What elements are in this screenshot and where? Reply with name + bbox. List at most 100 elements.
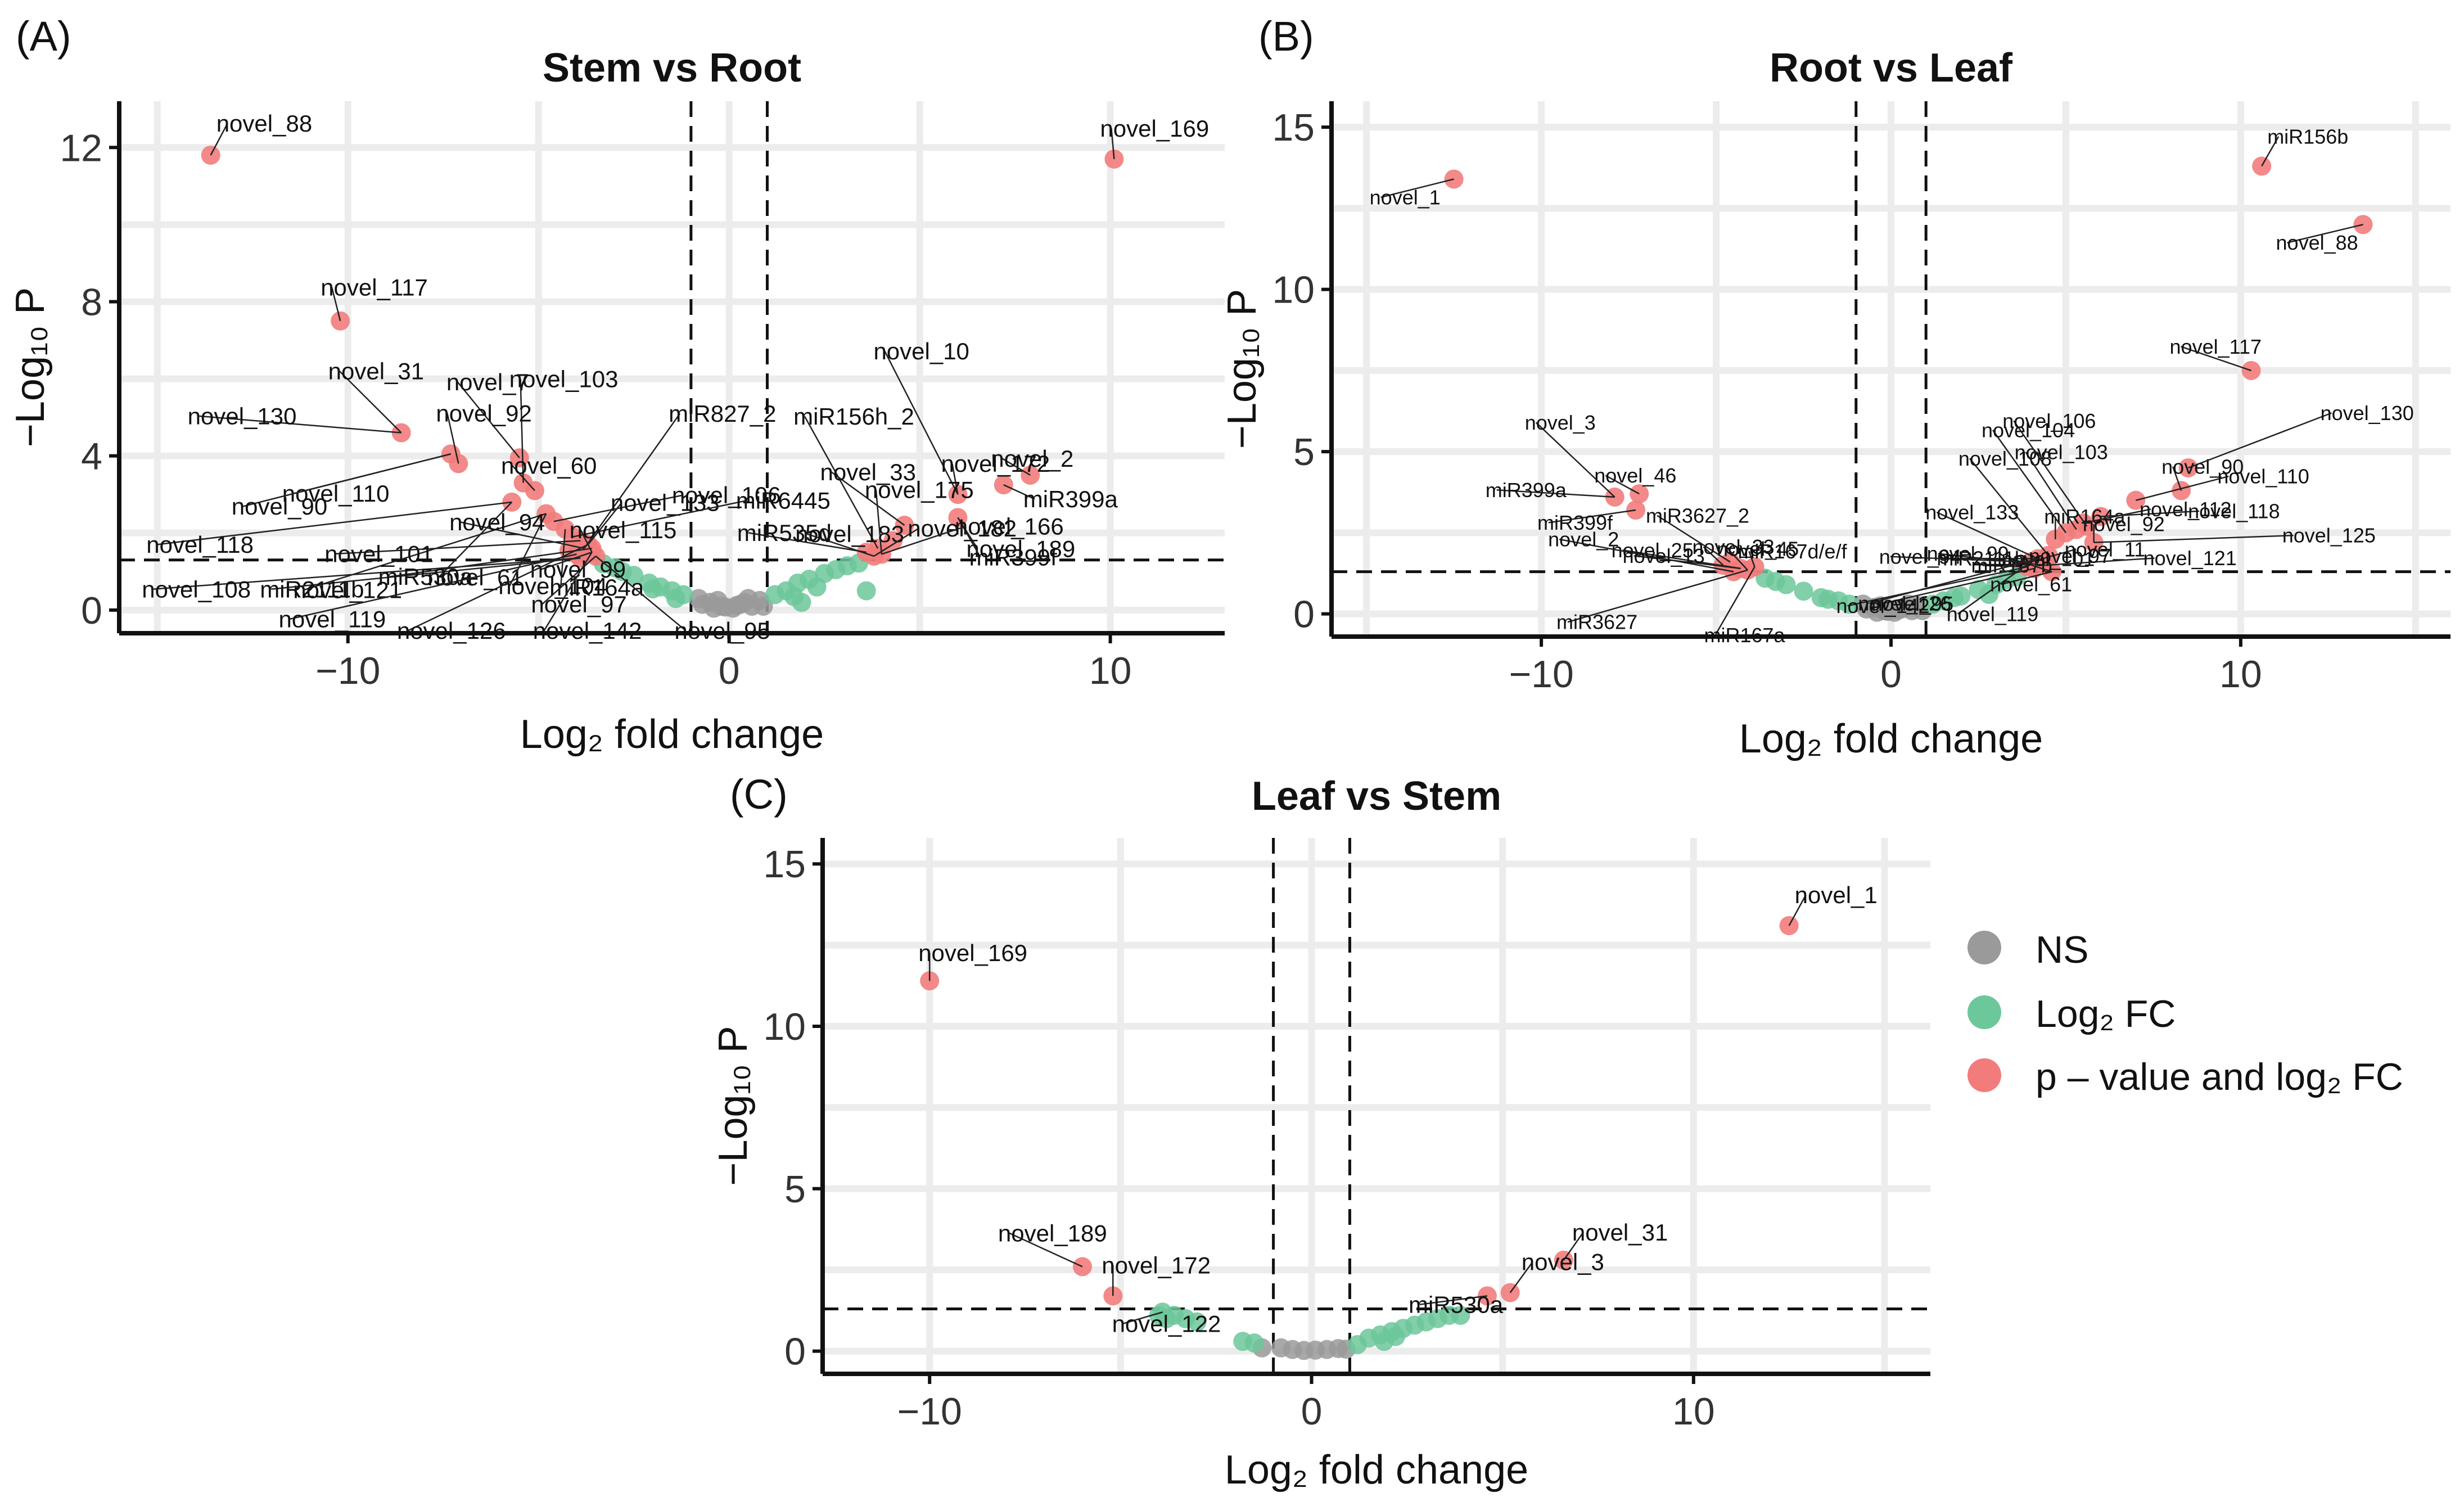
gene-label: novel_90 bbox=[232, 493, 327, 520]
y-tick-label: 10 bbox=[1272, 269, 1315, 312]
gene-label: novel_125 bbox=[2282, 524, 2376, 547]
gene-label: novel_33 bbox=[820, 459, 916, 485]
gene-label: novel_92 bbox=[436, 400, 531, 426]
label-connector bbox=[2287, 224, 2363, 244]
gene-label: novel_13 bbox=[1623, 544, 1705, 567]
label-connector bbox=[304, 513, 547, 590]
gene-label: novel_101 bbox=[324, 540, 434, 567]
x-axis-label: Log₂ fold change bbox=[520, 712, 824, 757]
fc-point bbox=[1794, 581, 1813, 601]
panel-a-letter: (A) bbox=[16, 13, 71, 60]
label-connector bbox=[331, 287, 341, 322]
label-connector bbox=[2013, 420, 2088, 527]
y-tick-label: 5 bbox=[1293, 431, 1315, 474]
label-connector bbox=[881, 525, 967, 555]
gene-label: novel_2 bbox=[991, 445, 1073, 472]
label-connector bbox=[1605, 475, 1640, 495]
gene-label: novel_1 bbox=[1795, 882, 1878, 908]
panel-3: −10 0 10 0 5 10 15 Leaf vs Stem Log₂ fold change… bbox=[711, 774, 1930, 1493]
label-connector bbox=[1535, 422, 1615, 498]
chart-title: Stem vs Root bbox=[543, 46, 801, 91]
label-connector bbox=[587, 502, 622, 545]
gene-label: novel_115 bbox=[570, 517, 677, 543]
gene-label: novel_3 bbox=[1525, 411, 1596, 434]
gene-label: miR530a bbox=[1409, 1291, 1504, 1318]
label-connector bbox=[1982, 565, 2028, 568]
x-axis-label: Log₂ fold change bbox=[1739, 716, 2043, 761]
gene-label: novel_130 bbox=[188, 403, 297, 430]
y-tick-label: 15 bbox=[763, 843, 806, 886]
gene-label: novel_2 bbox=[1548, 528, 1619, 551]
label-connector bbox=[2025, 452, 2077, 530]
label-connector bbox=[1509, 1261, 1533, 1293]
gene-label: miR6445 bbox=[736, 488, 831, 514]
gene-label: novel_121 bbox=[2143, 547, 2237, 570]
gene-label: novel_99 bbox=[1927, 542, 2009, 565]
label-connector bbox=[1633, 554, 1741, 570]
label-connector bbox=[951, 463, 959, 495]
fc-point bbox=[1944, 588, 1964, 607]
gene-label: novel_118 bbox=[2188, 500, 2280, 523]
label-connector bbox=[541, 555, 597, 605]
label-connector bbox=[509, 513, 547, 587]
gene-label: miR827_2 bbox=[669, 400, 776, 427]
gene-label: miR2111b bbox=[260, 576, 364, 602]
label-connector bbox=[460, 521, 585, 549]
ns-point bbox=[693, 594, 712, 614]
legend-log2fc-swatch bbox=[1967, 995, 2001, 1029]
gene-label: miR167d/e/f bbox=[1738, 540, 1847, 563]
gene-label: novel_106 bbox=[2002, 409, 2096, 432]
panel-1: −10 0 10 0 4 8 12 Stem vs Root Log₂ fold change −… bbox=[8, 46, 1225, 757]
label-connector bbox=[1948, 557, 2038, 560]
fc-point bbox=[1149, 1306, 1168, 1325]
label-connector bbox=[1869, 558, 2038, 605]
label-connector bbox=[1657, 515, 1731, 563]
label-connector bbox=[1123, 1311, 1163, 1324]
gene-label: novel_104 bbox=[1982, 418, 2075, 441]
label-connector bbox=[2136, 475, 2229, 501]
fc-point bbox=[1187, 1312, 1207, 1332]
label-connector bbox=[1548, 509, 1636, 524]
label-connector bbox=[457, 381, 520, 458]
plot-background bbox=[119, 101, 1225, 633]
label-connector bbox=[198, 415, 401, 434]
gene-label: novel_112 bbox=[2140, 498, 2231, 521]
label-connector bbox=[2172, 466, 2182, 491]
label-connector bbox=[559, 529, 566, 588]
gene-label: novel_31 bbox=[328, 358, 424, 385]
chart-title: Leaf vs Stem bbox=[1252, 774, 1501, 819]
label-connector bbox=[831, 471, 905, 526]
gene-label: novel_108 bbox=[142, 576, 251, 602]
y-axis-label: −Log₁₀ P bbox=[1220, 289, 1265, 449]
y-tick-label: 0 bbox=[784, 1331, 806, 1373]
legend-log2fc-label: Log₂ FC bbox=[2036, 993, 2176, 1035]
gene-label: novel_95 bbox=[1871, 592, 1953, 615]
label-connector bbox=[1559, 538, 1734, 572]
x-tick-label: 10 bbox=[1672, 1390, 1715, 1433]
gene-label: novel_46 bbox=[1594, 464, 1676, 487]
y-tick-label: 12 bbox=[60, 127, 102, 169]
label-connector bbox=[1111, 128, 1115, 159]
fc-point bbox=[807, 577, 827, 597]
y-tick-label: 4 bbox=[81, 435, 102, 478]
gene-label: novel_60 bbox=[501, 452, 597, 479]
y-tick-label: 0 bbox=[81, 589, 102, 632]
x-tick-label: 10 bbox=[1089, 650, 1132, 692]
gene-label: novel_7 bbox=[446, 369, 529, 395]
gene-label: novel_88 bbox=[216, 110, 312, 137]
fc-point bbox=[1386, 1327, 1405, 1346]
label-connector bbox=[512, 465, 535, 492]
label-connector bbox=[1622, 549, 1741, 570]
gene-label: miR399a bbox=[1486, 479, 1567, 502]
chart-title: Root vs Leaf bbox=[1770, 46, 2013, 91]
label-connector bbox=[438, 502, 513, 578]
label-connector bbox=[1847, 566, 2028, 607]
gene-label: novel_122 bbox=[1112, 1310, 1221, 1337]
label-connector bbox=[553, 494, 684, 522]
label-connector bbox=[1936, 511, 2038, 560]
sig-point bbox=[883, 531, 903, 551]
label-connector bbox=[408, 544, 589, 632]
ns-point bbox=[708, 590, 728, 610]
x-tick-label: −10 bbox=[897, 1390, 962, 1433]
